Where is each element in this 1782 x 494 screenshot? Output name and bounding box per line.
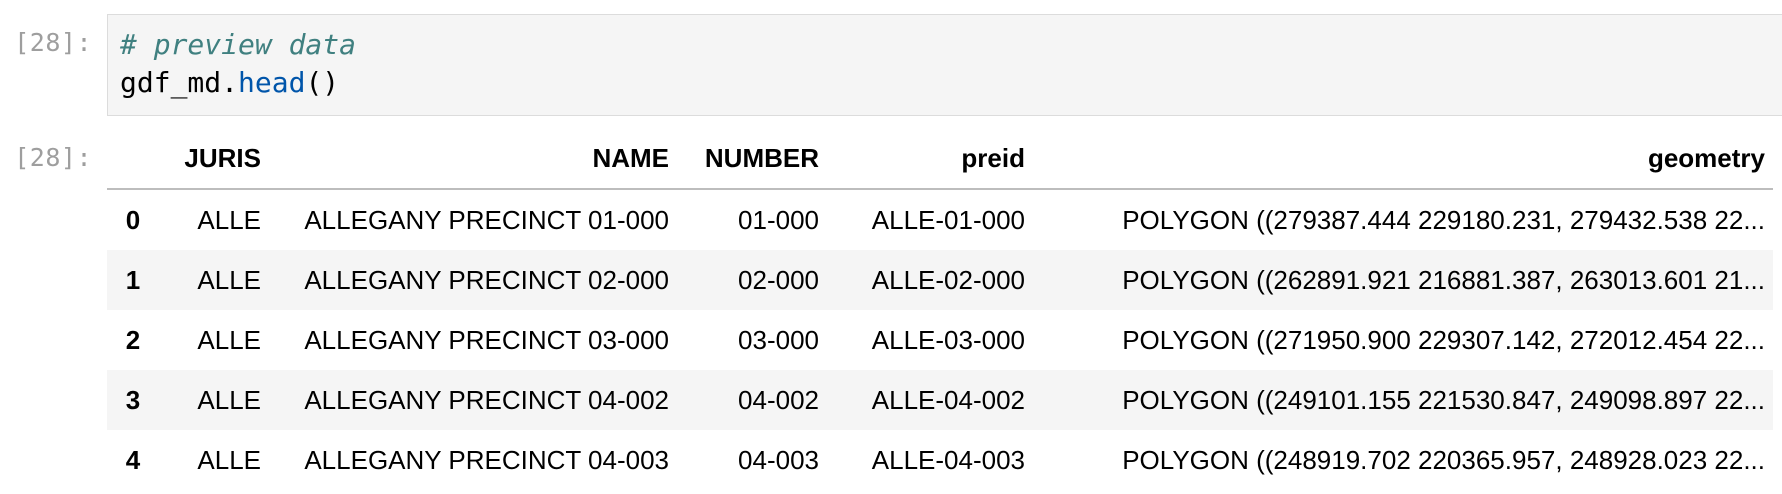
code-cell-editor[interactable]: # preview data gdf_md.head() xyxy=(107,14,1782,116)
column-header-number: NUMBER xyxy=(677,128,827,190)
cell-name: ALLEGANY PRECINCT 04-002 xyxy=(304,384,669,415)
row-index: 4 xyxy=(125,444,141,475)
column-header-index xyxy=(107,128,159,190)
code-line-call: gdf_md.head() xyxy=(120,64,1782,102)
table-body: 0 ALLE ALLEGANY PRECINCT 01-000 01-000 A… xyxy=(107,189,1773,490)
column-header-preid: preid xyxy=(827,128,1033,190)
cell-preid: ALLE-04-002 xyxy=(871,384,1025,415)
cell-juris: ALLE xyxy=(197,444,261,475)
cell-geometry: POLYGON ((271950.900 229307.142, 272012.… xyxy=(1122,324,1765,355)
table-header: JURIS NAME NUMBER preid geometry xyxy=(107,128,1773,190)
output-prompt: [28]: xyxy=(14,143,92,172)
cell-juris: ALLE xyxy=(197,204,261,235)
code-parens: () xyxy=(305,66,340,99)
cell-number: 03-000 xyxy=(738,324,819,355)
cell-name: ALLEGANY PRECINCT 02-000 xyxy=(304,264,669,295)
cell-name: ALLEGANY PRECINCT 03-000 xyxy=(304,324,669,355)
cell-geometry: POLYGON ((248919.702 220365.957, 248928.… xyxy=(1122,444,1765,475)
code-line-comment: # preview data xyxy=(120,26,1782,64)
cell-preid: ALLE-02-000 xyxy=(871,264,1025,295)
table-row: 4 ALLE ALLEGANY PRECINCT 04-003 04-003 A… xyxy=(107,430,1773,490)
code-variable: gdf_md. xyxy=(120,66,239,99)
table-row: 2 ALLE ALLEGANY PRECINCT 03-000 03-000 A… xyxy=(107,310,1773,370)
cell-name: ALLEGANY PRECINCT 04-003 xyxy=(304,444,669,475)
column-header-name: NAME xyxy=(269,128,677,190)
input-prompt: [28]: xyxy=(14,28,92,57)
cell-geometry: POLYGON ((262891.921 216881.387, 263013.… xyxy=(1122,264,1765,295)
cell-juris: ALLE xyxy=(197,324,261,355)
row-index: 1 xyxy=(125,264,141,295)
code-function: head xyxy=(238,66,306,99)
cell-juris: ALLE xyxy=(197,264,261,295)
cell-preid: ALLE-03-000 xyxy=(871,324,1025,355)
table-row: 0 ALLE ALLEGANY PRECINCT 01-000 01-000 A… xyxy=(107,189,1773,250)
cell-number: 01-000 xyxy=(738,204,819,235)
row-index: 3 xyxy=(125,384,141,415)
output-dataframe: JURIS NAME NUMBER preid geometry 0 ALLE … xyxy=(107,128,1773,490)
cell-juris: ALLE xyxy=(197,384,261,415)
header-row: JURIS NAME NUMBER preid geometry xyxy=(107,128,1773,190)
cell-preid: ALLE-01-000 xyxy=(871,204,1025,235)
cell-number: 04-002 xyxy=(738,384,819,415)
cell-geometry: POLYGON ((279387.444 229180.231, 279432.… xyxy=(1122,204,1765,235)
cell-preid: ALLE-04-003 xyxy=(871,444,1025,475)
column-header-juris: JURIS xyxy=(159,128,269,190)
cell-number: 04-003 xyxy=(738,444,819,475)
cell-number: 02-000 xyxy=(738,264,819,295)
code-comment: # preview data xyxy=(120,28,357,61)
row-index: 2 xyxy=(125,324,141,355)
row-index: 0 xyxy=(125,204,141,235)
table-row: 1 ALLE ALLEGANY PRECINCT 02-000 02-000 A… xyxy=(107,250,1773,310)
cell-name: ALLEGANY PRECINCT 01-000 xyxy=(304,204,669,235)
cell-geometry: POLYGON ((249101.155 221530.847, 249098.… xyxy=(1122,384,1765,415)
column-header-geometry: geometry xyxy=(1033,128,1773,190)
dataframe-table: JURIS NAME NUMBER preid geometry 0 ALLE … xyxy=(107,128,1773,490)
table-row: 3 ALLE ALLEGANY PRECINCT 04-002 04-002 A… xyxy=(107,370,1773,430)
